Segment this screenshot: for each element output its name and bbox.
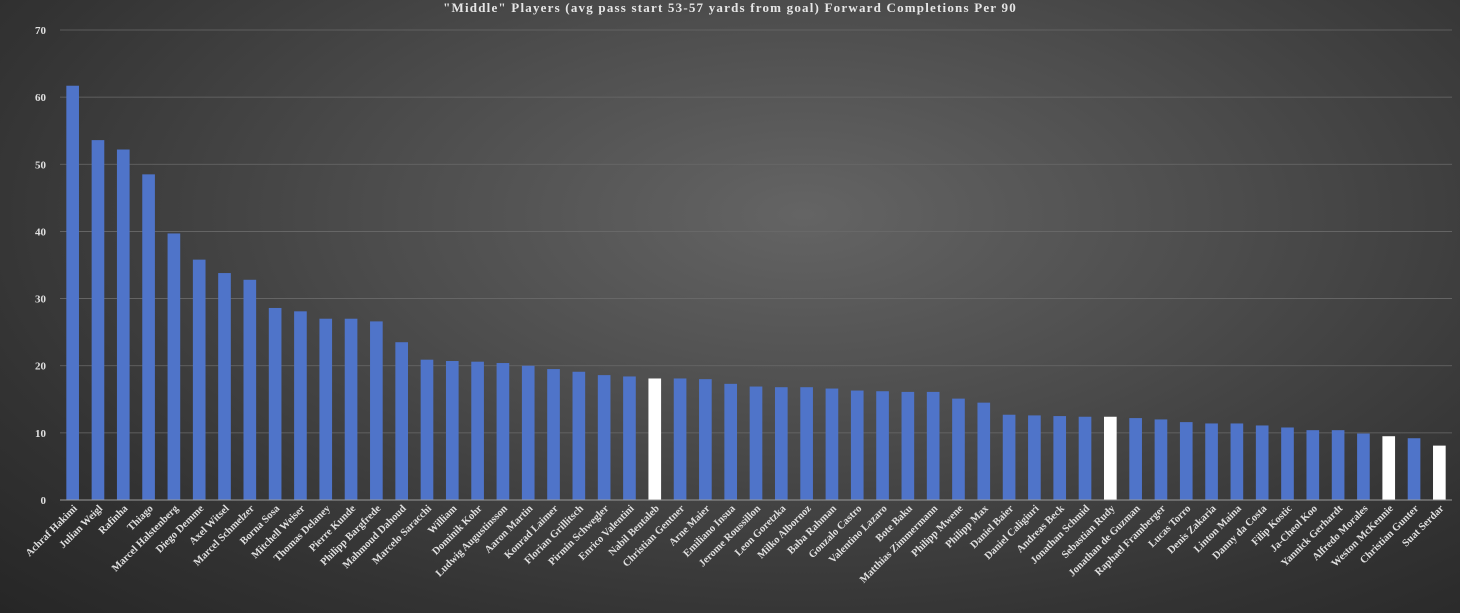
bar-konrad-laimer	[547, 369, 560, 500]
bar-julian-weigl	[91, 140, 105, 500]
bar-aaron-martin	[521, 365, 535, 500]
y-tick-label: 0	[41, 495, 47, 507]
y-tick-label: 40	[35, 226, 47, 238]
bar-gonzalo-castro	[850, 390, 864, 500]
bar-andreas-beck	[1053, 416, 1067, 500]
bar-marcel-schmelzer	[243, 279, 257, 500]
bar-dominik-kohr	[471, 361, 484, 500]
y-tick-label: 20	[35, 361, 47, 373]
y-tick-label: 30	[35, 294, 47, 306]
bar-alfredo-morales	[1357, 433, 1370, 500]
bar-daniel-baier	[1002, 414, 1016, 500]
bar-christian-gunter	[1407, 438, 1421, 500]
bar-jerome-roussillon	[749, 386, 763, 500]
bar-ludwig-augustinsson	[496, 363, 510, 500]
bar-matthias-zimmermann	[926, 391, 940, 500]
y-tick-label: 50	[35, 159, 47, 171]
bar-danny-da-costa	[1255, 425, 1269, 500]
y-tick-label: 70	[35, 25, 47, 37]
bar-suat-serdar	[1433, 445, 1446, 500]
bar-rafinha	[116, 149, 130, 500]
chart-title: "Middle" Players (avg pass start 53-57 y…	[443, 0, 1017, 15]
bar-florian-grillitsch	[572, 371, 586, 500]
bar-achraf-hakimi	[66, 85, 79, 500]
bar-enrico-valentini	[623, 376, 636, 500]
bar-axel-witsel	[218, 273, 231, 500]
bar-daniel-caligiuri	[1028, 415, 1041, 500]
bar-denis-zakaria	[1205, 423, 1218, 500]
bar-jonathan-schmid	[1078, 416, 1092, 500]
bar-linton-maina	[1230, 423, 1244, 500]
bar-ja-cheol-koo	[1306, 430, 1320, 500]
bar-mitchell-weiser	[294, 311, 307, 500]
bar-valentino-lazaro	[876, 391, 889, 500]
bar-sebastian-rudy	[1104, 416, 1117, 500]
x-tick-label: Rafinha	[97, 503, 131, 537]
bar-raphael-framberger	[1154, 419, 1168, 500]
y-axis: 0 10 20 30 40 50 60 70	[35, 25, 47, 507]
bar-marcel-halstenberg	[167, 233, 181, 500]
bar-arne-maier	[699, 379, 712, 500]
bar-yannick-gerhardt	[1331, 430, 1345, 500]
bar-thiago	[142, 174, 155, 500]
bar-philipp-bargfrede	[370, 321, 383, 500]
bar-marcelo-saracchi	[420, 359, 434, 500]
bar-mahmoud-dahoud	[395, 342, 408, 500]
bar-milko-albornoz	[800, 387, 813, 500]
bar-emiliano-insua	[724, 383, 738, 500]
grid	[60, 29, 1452, 434]
bar-philipp-mwene	[952, 398, 965, 500]
y-tick-label: 10	[35, 428, 47, 440]
bar-filip-kostic	[1281, 427, 1294, 500]
bar-baba-rahman	[825, 388, 839, 500]
bar-pirmin-schwegler	[597, 375, 611, 500]
bar-jonathan-de-guzman	[1129, 418, 1142, 500]
bar-thomas-delaney	[319, 318, 333, 500]
bar-leon-goretzka	[774, 387, 788, 500]
bar-series	[66, 85, 1446, 500]
bar-nabil-bentaleb	[648, 378, 662, 500]
bar-philipp-max	[977, 402, 991, 500]
y-tick-label: 60	[35, 92, 47, 104]
bar-pierre-kunde	[344, 318, 358, 500]
bar-bote-baku	[901, 391, 915, 500]
bar-weston-mckennie	[1382, 436, 1396, 500]
bar-diego-demme	[192, 259, 206, 500]
bar-lucas-torro	[1179, 422, 1193, 500]
bar-borna-sosa	[268, 307, 282, 500]
bar-william	[445, 361, 459, 500]
bar-christian-gentner	[673, 378, 687, 500]
